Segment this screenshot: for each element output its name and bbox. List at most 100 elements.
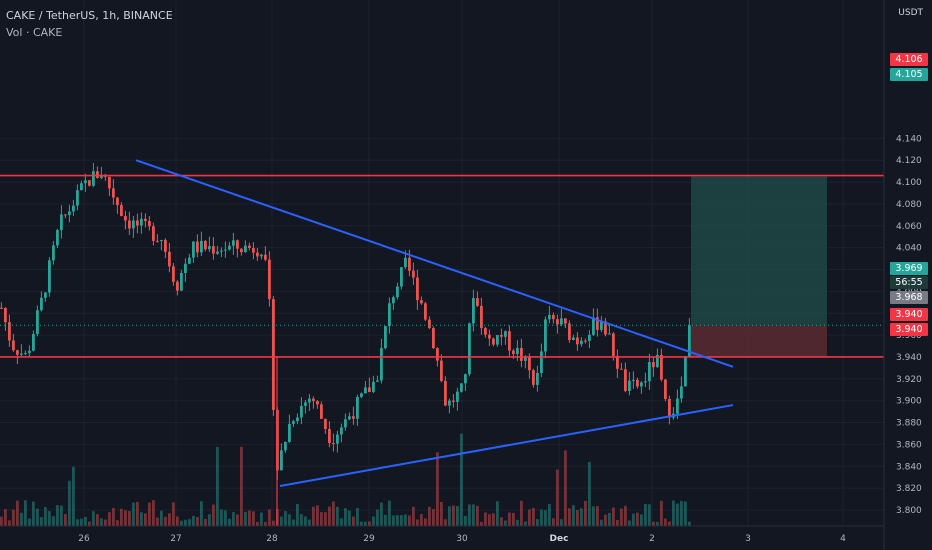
candle-body[interactable] (176, 281, 179, 291)
volume-bar[interactable] (156, 517, 159, 526)
candle-body[interactable] (424, 303, 427, 320)
volume-bar[interactable] (304, 516, 307, 526)
candle-body[interactable] (124, 216, 127, 221)
volume-bar[interactable] (72, 466, 75, 526)
candle-body[interactable] (552, 314, 555, 320)
volume-bar[interactable] (404, 514, 407, 526)
candle-body[interactable] (80, 183, 83, 191)
candle-body[interactable] (52, 245, 55, 261)
volume-indicator-label[interactable]: Vol · CAKE (6, 26, 63, 39)
candle-body[interactable] (464, 374, 467, 384)
candle-body[interactable] (344, 419, 347, 428)
candle-body[interactable] (592, 317, 595, 335)
candle-body[interactable] (512, 350, 515, 355)
volume-bar[interactable] (204, 519, 207, 526)
candle-body[interactable] (640, 382, 643, 387)
candle-body[interactable] (72, 205, 75, 212)
candle-body[interactable] (320, 404, 323, 419)
candle-body[interactable] (668, 399, 671, 418)
volume-bar[interactable] (512, 512, 515, 526)
volume-bar[interactable] (604, 514, 607, 526)
volume-bar[interactable] (652, 521, 655, 526)
volume-bar[interactable] (76, 519, 79, 526)
candle-body[interactable] (644, 381, 647, 383)
candle-body[interactable] (660, 354, 663, 380)
volume-bar[interactable] (208, 514, 211, 526)
volume-bar[interactable] (344, 508, 347, 526)
candle-body[interactable] (456, 391, 459, 402)
candle-body[interactable] (680, 386, 683, 399)
candle-body[interactable] (636, 379, 639, 387)
volume-bar[interactable] (428, 506, 431, 526)
candle-body[interactable] (564, 318, 567, 324)
candle-body[interactable] (540, 351, 543, 373)
volume-bar[interactable] (392, 515, 395, 526)
volume-bar[interactable] (632, 513, 635, 526)
volume-bar[interactable] (452, 505, 455, 526)
volume-bar[interactable] (48, 511, 51, 526)
volume-bar[interactable] (200, 501, 203, 526)
candle-body[interactable] (604, 321, 607, 335)
volume-bar[interactable] (484, 512, 487, 526)
volume-bar[interactable] (68, 480, 71, 526)
candle-body[interactable] (688, 325, 691, 357)
volume-bar[interactable] (628, 520, 631, 526)
candle-body[interactable] (560, 318, 563, 325)
volume-bar[interactable] (288, 514, 291, 526)
candle-body[interactable] (676, 398, 679, 414)
candle-body[interactable] (492, 338, 495, 345)
volume-bar[interactable] (56, 505, 59, 526)
volume-bar[interactable] (660, 500, 663, 526)
candle-body[interactable] (324, 418, 327, 429)
candle-body[interactable] (208, 246, 211, 250)
candle-body[interactable] (224, 249, 227, 251)
candle-body[interactable] (296, 417, 299, 422)
volume-bar[interactable] (212, 504, 215, 526)
candle-body[interactable] (652, 362, 655, 368)
volume-bar[interactable] (368, 521, 371, 526)
candle-body[interactable] (656, 354, 659, 368)
candle-body[interactable] (240, 248, 243, 253)
candle-body[interactable] (180, 273, 183, 291)
volume-bar[interactable] (316, 505, 319, 526)
volume-bar[interactable] (340, 518, 343, 526)
volume-bar[interactable] (64, 514, 67, 526)
candle-body[interactable] (84, 180, 87, 184)
volume-bar[interactable] (100, 518, 103, 526)
volume-bar[interactable] (436, 452, 439, 526)
volume-bar[interactable] (564, 450, 567, 526)
volume-bar[interactable] (468, 504, 471, 526)
candle-body[interactable] (488, 334, 491, 339)
volume-bar[interactable] (220, 509, 223, 526)
stop-zone[interactable] (691, 325, 827, 357)
volume-bar[interactable] (360, 521, 363, 526)
candle-body[interactable] (204, 240, 207, 250)
volume-bar[interactable] (148, 502, 151, 526)
volume-bar[interactable] (280, 516, 283, 526)
volume-bar[interactable] (544, 510, 547, 526)
candle-body[interactable] (0, 307, 3, 309)
candle-body[interactable] (444, 380, 447, 406)
candle-body[interactable] (396, 286, 399, 298)
candle-body[interactable] (260, 254, 263, 257)
candle-body[interactable] (156, 240, 159, 242)
candle-body[interactable] (352, 416, 355, 419)
candle-body[interactable] (220, 250, 223, 252)
candle-body[interactable] (252, 247, 255, 253)
volume-bar[interactable] (324, 512, 327, 526)
candle-body[interactable] (76, 190, 79, 206)
volume-bar[interactable] (196, 516, 199, 526)
candle-body[interactable] (476, 298, 479, 306)
candle-body[interactable] (360, 393, 363, 397)
volume-bar[interactable] (640, 514, 643, 526)
volume-bar[interactable] (372, 516, 375, 526)
volume-bar[interactable] (588, 461, 591, 526)
volume-bar[interactable] (96, 514, 99, 526)
candle-body[interactable] (316, 401, 319, 405)
volume-bar[interactable] (108, 512, 111, 526)
volume-bar[interactable] (272, 520, 275, 526)
candle-body[interactable] (600, 321, 603, 330)
candle-body[interactable] (304, 402, 307, 406)
volume-bar[interactable] (312, 506, 315, 526)
candle-body[interactable] (624, 369, 627, 392)
